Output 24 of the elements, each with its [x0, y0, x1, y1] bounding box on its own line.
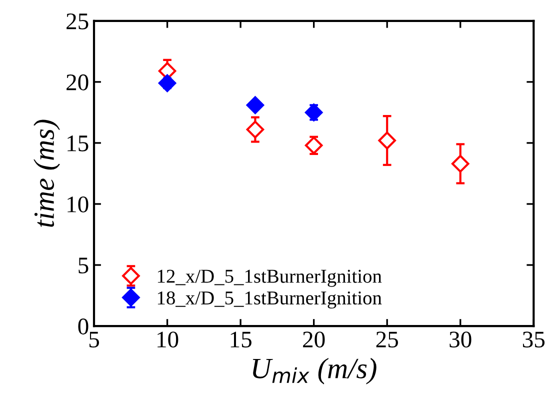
point	[378, 132, 396, 150]
point	[304, 104, 323, 122]
x-tick-label: 10	[158, 332, 178, 348]
y-tick-label: 0	[78, 318, 88, 334]
x-tick-label: 30	[450, 332, 472, 348]
x-tick-label: 20	[303, 332, 325, 348]
y-tick-label: 5	[78, 258, 88, 274]
y-tick-label: 15	[68, 136, 88, 152]
legend-label: 18_x/D_5_1stBurnerIgnition	[158, 291, 382, 309]
point	[246, 96, 264, 114]
y-axis-title: time (ms)	[34, 120, 60, 227]
point	[451, 154, 470, 173]
y-tick-label: 20	[66, 74, 88, 90]
x-axis-title: U$_{mix}$ (m/s)	[252, 358, 376, 384]
point	[158, 74, 176, 92]
x-tick-label: 5	[89, 332, 99, 348]
x-tick-label: 25	[376, 332, 398, 348]
y-tick-label: 25	[66, 13, 88, 30]
x-tick-label: 15	[230, 332, 252, 348]
x-tick-label: 35	[522, 332, 545, 348]
point	[246, 120, 264, 138]
point	[304, 136, 323, 154]
legend-label: 12_x/D_5_1stBurnerIgnition	[158, 270, 382, 287]
y-tick-label: 10	[68, 196, 88, 212]
